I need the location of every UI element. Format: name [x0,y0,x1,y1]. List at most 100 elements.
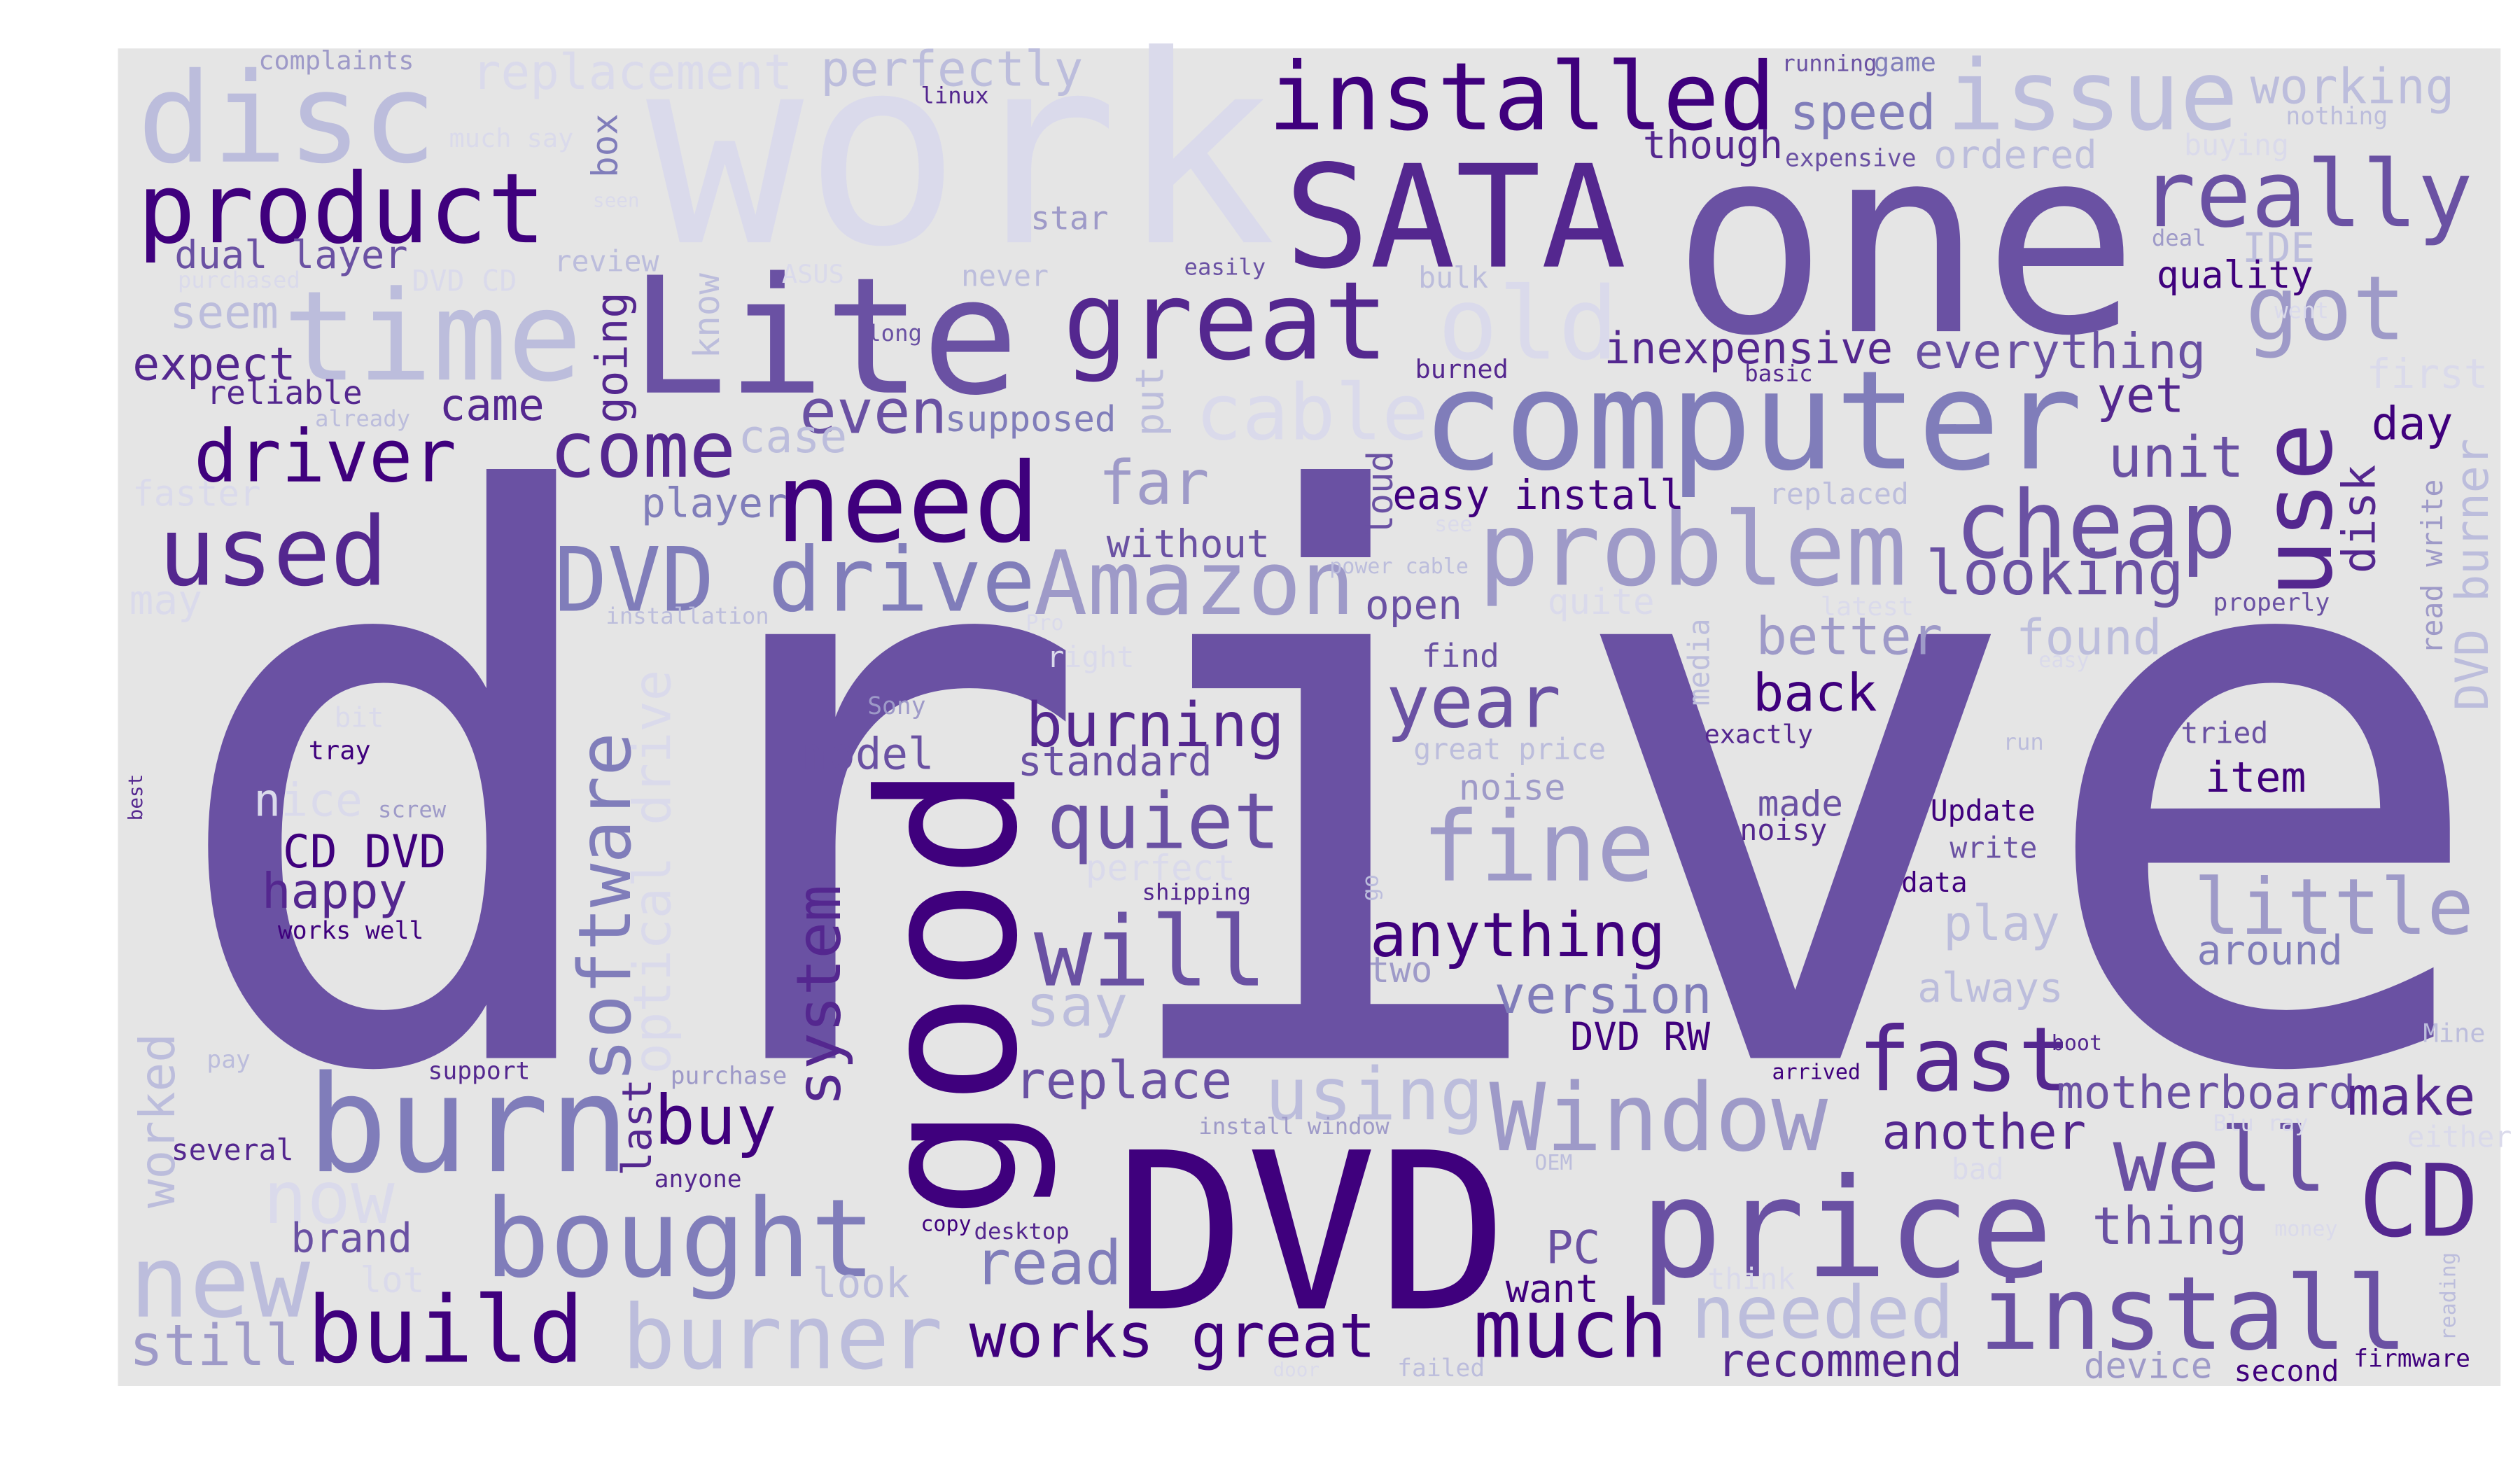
word: got [2246,257,2406,360]
word: play [1943,896,2060,952]
word: read [974,1228,1122,1299]
word: found [2016,610,2162,666]
word: arrived [1772,1060,1861,1085]
word: now [263,1156,395,1240]
word: replace [1014,1051,1232,1111]
word: fast [1858,1008,2072,1112]
word: perfectly [820,41,1083,97]
word: though [1643,123,1783,168]
word: use [2241,423,2354,598]
word: noisy [1740,813,1827,847]
word: may [130,576,202,624]
word: want [1506,1267,1599,1312]
word: buy [654,1081,777,1160]
word: properly [2213,589,2330,617]
word: open [1365,581,1462,629]
word: still [130,1313,300,1379]
word: year [1386,660,1561,744]
word: tray [309,736,371,766]
word: item [2205,753,2306,802]
word: problem [1478,491,1907,609]
word: price [1639,1149,2052,1309]
word: easy install [1392,471,1684,519]
word: inexpensive [1604,323,1893,374]
word: cable [1196,368,1429,458]
word: burned [1415,354,1508,384]
word: quiet [1046,777,1280,867]
word: great [1063,258,1388,384]
word: will [1034,895,1267,1009]
word: everything [1914,324,2206,380]
word: Window [1490,1063,1828,1172]
word: disc [137,46,437,191]
word: quality [2157,253,2314,297]
word: looking [1926,538,2185,609]
word: install [1979,1255,2408,1373]
word: cheap [1954,470,2236,580]
word: going [586,292,637,424]
word: say [1026,974,1128,1040]
word: reliable [206,374,362,412]
word: fine [1422,790,1655,904]
word: much say [449,123,574,153]
word: find [1422,637,1499,675]
word: time [283,264,582,409]
word: bought [484,1176,876,1302]
word: SATA [1284,135,1627,300]
word: game [1874,48,1936,78]
word: new [130,1224,311,1340]
word: Mine [2423,1018,2486,1048]
word: good [839,764,1059,1219]
word: bulk [1418,260,1488,295]
word: Pro [1026,611,1063,636]
word: replaced [1769,477,1909,511]
word: motherboard [2057,1067,2356,1119]
word: media [1682,618,1716,706]
word: optical drive [623,670,683,1074]
word: driver [194,415,456,499]
word: nice [253,774,363,827]
word: product [137,152,546,265]
word: seen [593,188,640,211]
word: shipping [1142,878,1252,905]
word: noise [1459,766,1566,808]
word: drive [162,340,2496,1242]
word: went [2274,298,2329,324]
word: bad [1952,1152,2004,1186]
word: supposed [945,398,1116,440]
word: door [1273,1358,1320,1381]
word: thing [2092,1196,2247,1256]
word: CD DVD [283,826,446,878]
word: dual layer [174,233,407,278]
word: screw [378,797,447,823]
cloud-background [118,48,2501,1387]
word: working [2250,59,2455,115]
word: CD [2358,1142,2479,1259]
word: purchase [671,1062,788,1090]
word: standard [1018,738,1212,785]
word: look [813,1259,910,1307]
word: several [172,1133,294,1167]
word: expensive [1785,145,1917,173]
word: works great [969,1300,1376,1371]
word: latest [1821,592,1914,622]
word: day [2372,398,2454,451]
word: perfect [1086,848,1236,889]
word: DVD RW [1570,1015,1711,1060]
word: yet [2096,368,2184,424]
word: OEM [1534,1151,1572,1175]
word: Update [1931,793,2036,827]
word: power cable [1329,554,1469,579]
word: works well [278,917,424,945]
word: far [1098,447,1209,519]
word: needed [1691,1271,1954,1355]
word: version [1494,965,1712,1026]
word: nothing [2286,103,2388,131]
word: recommend [1717,1335,1962,1387]
word: faster [132,472,260,514]
word: burner [622,1286,942,1390]
word: easily [1184,253,1266,280]
word: well [2113,1108,2327,1212]
word: burning [1026,690,1284,761]
